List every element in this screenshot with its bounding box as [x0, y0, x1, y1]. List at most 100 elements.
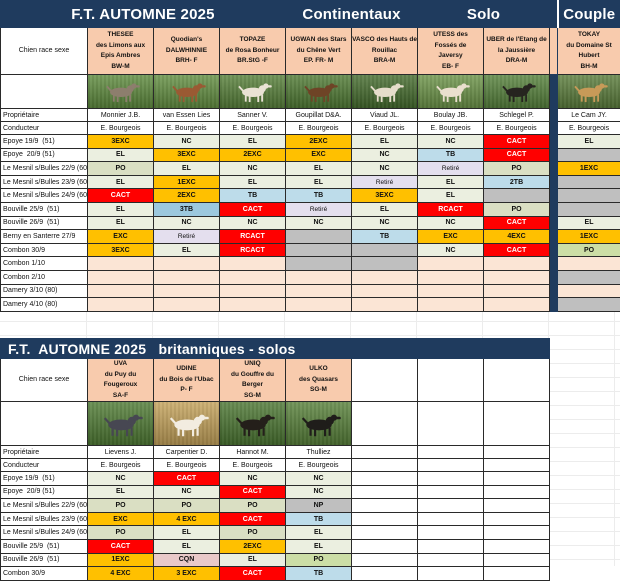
result-cell[interactable]: PO [483, 161, 551, 176]
result-cell[interactable] [557, 201, 620, 217]
result-cell[interactable]: NP [285, 498, 352, 513]
result-cell[interactable] [285, 256, 353, 271]
result-cell[interactable]: 3EXC [153, 147, 220, 163]
result-cell[interactable]: NC [153, 215, 220, 231]
result-cell[interactable]: EL [218, 174, 287, 190]
result-cell[interactable] [153, 283, 220, 299]
result-cell[interactable] [483, 283, 551, 299]
result-cell[interactable]: PO [219, 498, 286, 513]
result-cell[interactable] [557, 174, 620, 190]
result-cell[interactable]: EL [351, 134, 419, 149]
result-cell[interactable]: CACT [219, 566, 286, 581]
result-cell[interactable]: NC [87, 471, 154, 486]
result-cell[interactable]: EL [417, 174, 485, 190]
result-cell[interactable]: PO [87, 525, 154, 540]
result-cell[interactable]: Retiré [153, 229, 220, 244]
result-cell[interactable] [285, 283, 353, 299]
result-cell[interactable]: NC [351, 161, 419, 176]
result-cell[interactable] [87, 283, 154, 299]
result-cell[interactable]: CACT [483, 147, 551, 163]
result-cell[interactable] [483, 297, 551, 312]
result-cell[interactable]: TB [218, 188, 287, 203]
result-cell[interactable]: 3EXC [351, 188, 419, 203]
result-cell[interactable]: TB [285, 566, 352, 581]
result-cell[interactable] [417, 269, 485, 285]
result-cell[interactable] [351, 269, 419, 285]
result-cell[interactable] [483, 269, 551, 285]
result-cell[interactable] [285, 269, 353, 285]
result-cell[interactable]: NC [417, 134, 485, 149]
result-cell[interactable] [153, 256, 220, 271]
result-cell[interactable]: NC [285, 484, 352, 500]
result-cell[interactable]: CACT [219, 484, 286, 500]
result-cell[interactable]: NC [351, 215, 419, 231]
result-cell[interactable]: CACT [87, 538, 154, 554]
result-cell[interactable]: NC [218, 215, 287, 231]
result-cell[interactable]: CACT [218, 201, 287, 217]
result-cell[interactable]: 1EXC [557, 161, 620, 176]
result-cell[interactable]: EL [285, 161, 353, 176]
result-cell[interactable]: CACT [219, 511, 286, 527]
result-cell[interactable]: EL [87, 174, 154, 190]
result-cell[interactable]: 2EXC [285, 134, 353, 149]
result-cell[interactable]: 1EXC [557, 229, 620, 244]
result-cell[interactable] [483, 188, 551, 203]
result-cell[interactable] [285, 297, 353, 312]
result-cell[interactable] [557, 283, 620, 299]
result-cell[interactable]: Retiré [351, 174, 419, 190]
result-cell[interactable] [153, 297, 220, 312]
result-cell[interactable]: EL [87, 147, 154, 163]
result-cell[interactable]: CACT [87, 188, 154, 203]
result-cell[interactable]: TB [351, 229, 419, 244]
result-cell[interactable]: EXC [87, 229, 154, 244]
result-cell[interactable]: EL [153, 538, 220, 554]
result-cell[interactable]: NC [153, 134, 220, 149]
result-cell[interactable]: EL [219, 552, 286, 568]
result-cell[interactable]: EL [153, 242, 220, 258]
result-cell[interactable]: TB [417, 147, 485, 163]
result-cell[interactable]: EL [285, 174, 353, 190]
result-cell[interactable] [557, 256, 620, 271]
result-cell[interactable]: TB [285, 188, 353, 203]
result-cell[interactable]: 3EXC [87, 242, 154, 258]
result-cell[interactable]: EL [87, 201, 154, 217]
result-cell[interactable]: PO [557, 242, 620, 258]
result-cell[interactable]: 3EXC [87, 134, 154, 149]
result-cell[interactable] [351, 283, 419, 299]
result-cell[interactable] [285, 229, 353, 244]
result-cell[interactable] [557, 269, 620, 285]
result-cell[interactable] [87, 297, 154, 312]
result-cell[interactable]: PO [87, 498, 154, 513]
result-cell[interactable]: RCACT [218, 242, 287, 258]
result-cell[interactable]: NC [153, 484, 220, 500]
result-cell[interactable]: EL [285, 538, 352, 554]
result-cell[interactable]: PO [153, 498, 220, 513]
result-cell[interactable]: 4EXC [483, 229, 551, 244]
result-cell[interactable]: NC [285, 215, 353, 231]
result-cell[interactable]: RCACT [218, 229, 287, 244]
result-cell[interactable]: 1EXC [87, 552, 154, 568]
result-cell[interactable]: PO [483, 201, 551, 217]
result-cell[interactable] [351, 242, 419, 258]
result-cell[interactable]: PO [87, 161, 154, 176]
result-cell[interactable]: RCACT [417, 201, 485, 217]
result-cell[interactable]: NC [218, 161, 287, 176]
result-cell[interactable]: EL [417, 188, 485, 203]
result-cell[interactable]: CACT [483, 215, 551, 231]
result-cell[interactable]: 2EXC [153, 188, 220, 203]
result-cell[interactable]: CACT [483, 242, 551, 258]
result-cell[interactable]: EXC [417, 229, 485, 244]
result-cell[interactable]: 3 EXC [153, 566, 220, 581]
result-cell[interactable] [557, 147, 620, 163]
result-cell[interactable]: TB [285, 511, 352, 527]
result-cell[interactable]: 2EXC [218, 147, 287, 163]
result-cell[interactable]: EL [87, 484, 154, 500]
result-cell[interactable]: NC [417, 215, 485, 231]
result-cell[interactable]: EL [153, 161, 220, 176]
result-cell[interactable] [351, 256, 419, 271]
result-cell[interactable]: CACT [153, 471, 220, 486]
result-cell[interactable]: 3TB [153, 201, 220, 217]
result-cell[interactable]: EL [351, 201, 419, 217]
result-cell[interactable] [218, 256, 287, 271]
result-cell[interactable]: EL [87, 215, 154, 231]
